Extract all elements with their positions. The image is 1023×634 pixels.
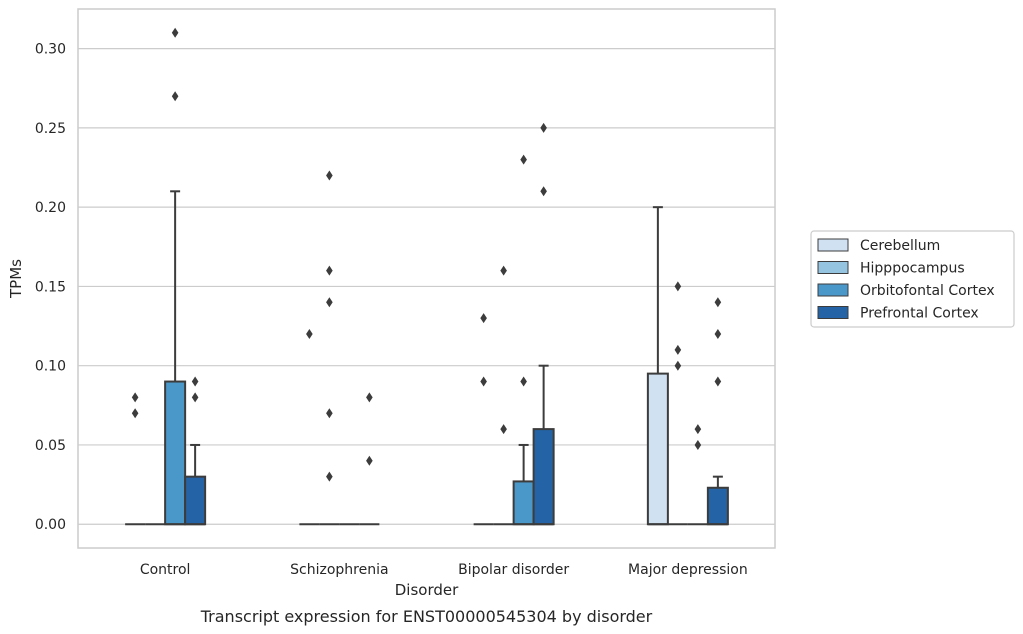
y-tick-label: 0.10 <box>35 359 66 375</box>
box-3-2 <box>687 424 708 526</box>
legend-swatch <box>817 283 849 297</box>
outlier-point <box>326 408 333 419</box>
outlier-point <box>520 376 527 387</box>
outlier-point <box>326 170 333 181</box>
figure-caption: Transcript expression for ENST0000054530… <box>200 607 653 626</box>
legend-label: Hipppocampus <box>860 261 965 277</box>
box-0-2 <box>164 27 187 526</box>
box-2-1 <box>493 265 514 526</box>
box-0-3 <box>184 376 207 526</box>
box-0-0 <box>125 392 146 526</box>
outlier-point <box>366 455 373 466</box>
box-1-3 <box>359 392 380 526</box>
outlier-point <box>191 392 199 403</box>
outlier-point <box>520 154 527 165</box>
box-2-3 <box>532 122 555 526</box>
legend-swatch <box>817 238 849 252</box>
outlier-point <box>694 424 702 435</box>
box-1-1 <box>319 170 340 526</box>
box-rect <box>706 486 729 526</box>
outlier-point <box>480 313 487 324</box>
box-1-0 <box>299 328 320 526</box>
box-rect <box>646 372 669 526</box>
x-tick-label: Control <box>140 562 191 578</box>
outlier-point <box>131 392 139 403</box>
x-axis-ticks: Control Schizophrenia Bipolar disorder Majo… <box>140 562 748 578</box>
outlier-point <box>540 122 547 133</box>
outlier-point <box>694 439 702 450</box>
outlier-point <box>674 344 682 355</box>
y-axis-title: TPMs <box>7 259 25 299</box>
box-2-0 <box>473 313 494 526</box>
outlier-point <box>191 376 199 387</box>
box-2-2 <box>512 154 535 526</box>
box-3-3 <box>706 297 729 526</box>
outlier-point <box>366 392 373 403</box>
box-rect <box>184 475 207 526</box>
x-tick-label: Schizophrenia <box>290 562 388 578</box>
outlier-point <box>540 186 547 197</box>
legend-label: Cerebellum <box>860 238 940 254</box>
y-tick-label: 0.00 <box>35 517 66 533</box>
outlier-point <box>500 424 507 435</box>
outlier-point <box>326 297 333 308</box>
legend-swatch <box>817 261 849 274</box>
outlier-point <box>326 471 333 482</box>
box-3-1 <box>667 281 688 526</box>
outlier-point <box>714 297 722 308</box>
outlier-point <box>500 265 507 276</box>
boxes <box>125 27 729 526</box>
outlier-point <box>171 91 179 102</box>
y-tick-label: 0.25 <box>35 121 66 137</box>
legend-label: Orbitofontal Cortex <box>860 283 995 299</box>
outlier-point <box>674 281 682 292</box>
outlier-point <box>480 376 487 387</box>
legend-frame <box>810 230 1015 328</box>
legend: Cerebellum Hipppocampus Orbitofontal Corte… <box>810 230 1015 328</box>
outlier-point <box>714 328 722 339</box>
outlier-point <box>326 265 333 276</box>
y-tick-label: 0.15 <box>35 279 66 295</box>
y-tick-label: 0.20 <box>35 200 66 216</box>
plot-frame <box>77 8 776 549</box>
outlier-point <box>171 27 179 38</box>
y-tick-label: 0.30 <box>35 42 66 58</box>
x-axis-title: Disorder <box>395 581 459 599</box>
outlier-point <box>131 408 139 419</box>
box-rect <box>532 428 555 526</box>
x-tick-label: Major depression <box>628 562 748 578</box>
y-axis-ticks: 0.00 0.05 0.10 0.15 0.20 0.25 0.30 <box>35 42 66 534</box>
y-tick-label: 0.05 <box>35 438 66 454</box>
x-tick-label: Bipolar disorder <box>458 562 569 578</box>
box-rect <box>164 380 187 526</box>
box-rect <box>512 480 535 526</box>
box-3-0 <box>646 206 669 526</box>
outlier-point <box>674 360 682 371</box>
legend-swatch <box>817 306 849 319</box>
legend-label: Prefrontal Cortex <box>860 306 979 322</box>
outlier-point <box>714 376 722 387</box>
outlier-point <box>306 328 313 339</box>
